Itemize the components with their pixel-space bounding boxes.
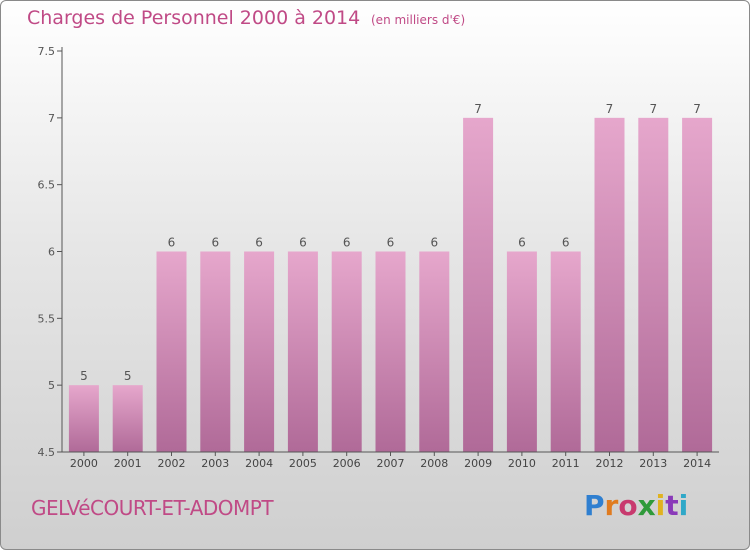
- y-tick-label: 5: [48, 379, 55, 392]
- bar: [244, 251, 275, 452]
- bar: [419, 251, 450, 452]
- bar: [550, 251, 581, 452]
- bar: [682, 117, 713, 452]
- logo-letter: r: [604, 489, 619, 522]
- x-tick-label: 2011: [552, 457, 580, 470]
- y-tick-label: 7.5: [38, 45, 56, 58]
- x-tick-label: 2003: [201, 457, 229, 470]
- bar-value-label: 6: [562, 236, 570, 250]
- bar: [156, 251, 187, 452]
- bar-value-label: 6: [518, 236, 526, 250]
- logo-letter: x: [637, 489, 656, 522]
- bar-value-label: 6: [168, 236, 176, 250]
- x-tick-label: 2002: [158, 457, 186, 470]
- bar-value-label: 7: [474, 102, 482, 116]
- logo-letter: i: [655, 489, 666, 522]
- logo-letter: t: [665, 489, 679, 522]
- bar-value-label: 5: [124, 369, 132, 383]
- y-tick-label: 5.5: [38, 312, 56, 325]
- bar: [200, 251, 231, 452]
- bar: [375, 251, 406, 452]
- bar: [287, 251, 318, 452]
- bar: [68, 385, 99, 452]
- bar-value-label: 6: [343, 236, 351, 250]
- x-tick-label: 2001: [114, 457, 142, 470]
- x-tick-label: 2012: [596, 457, 624, 470]
- y-axis: 4.5 5 5.5 6 6.5 7 7.5: [38, 45, 63, 459]
- bar-value-label: 7: [606, 102, 614, 116]
- x-tick-label: 2005: [289, 457, 317, 470]
- bar-value-label: 6: [255, 236, 263, 250]
- x-tick-label: 2004: [245, 457, 273, 470]
- bar: [506, 251, 537, 452]
- bar: [331, 251, 362, 452]
- bar: [112, 385, 143, 452]
- commune-name: GELVéCOURT-ET-ADOMPT: [31, 496, 274, 520]
- bar: [594, 117, 625, 452]
- y-tick-label: 6: [48, 246, 55, 259]
- bar-value-label: 7: [693, 102, 701, 116]
- chart-subtitle: (en milliers d'€): [371, 13, 466, 27]
- bar: [638, 117, 669, 452]
- x-tick-label: 2009: [464, 457, 492, 470]
- x-tick-label: 2008: [420, 457, 448, 470]
- logo-letter: i: [678, 489, 689, 522]
- logo-letter: P: [584, 489, 605, 522]
- x-tick-label: 2013: [639, 457, 667, 470]
- bars: [68, 117, 713, 452]
- bar-value-label: 5: [80, 369, 88, 383]
- logo-letter: o: [618, 489, 638, 522]
- bar-value-label: 6: [430, 236, 438, 250]
- data-labels: 5 5 6 6 6 6 6 6 6 7 6 6 7 7 7: [80, 102, 701, 383]
- bar: [463, 117, 494, 452]
- bar-value-label: 6: [211, 236, 219, 250]
- x-tick-label: 2010: [508, 457, 536, 470]
- bar-value-label: 6: [299, 236, 307, 250]
- x-tick-label: 2000: [70, 457, 98, 470]
- y-tick-label: 4.5: [38, 446, 56, 459]
- y-tick-label: 7: [48, 112, 55, 125]
- y-tick-label: 6.5: [38, 179, 56, 192]
- chart-title: Charges de Personnel 2000 à 2014: [27, 7, 361, 29]
- x-tick-label: 2007: [377, 457, 405, 470]
- bar-value-label: 7: [649, 102, 657, 116]
- x-tick-label: 2006: [333, 457, 361, 470]
- x-axis: 2000 2001 2002 2003 2004 2005 2006 2007 2008 2009…: [62, 451, 719, 470]
- bar-value-label: 6: [387, 236, 395, 250]
- proxiti-logo: Proxiti: [584, 489, 688, 522]
- x-tick-label: 2014: [683, 457, 711, 470]
